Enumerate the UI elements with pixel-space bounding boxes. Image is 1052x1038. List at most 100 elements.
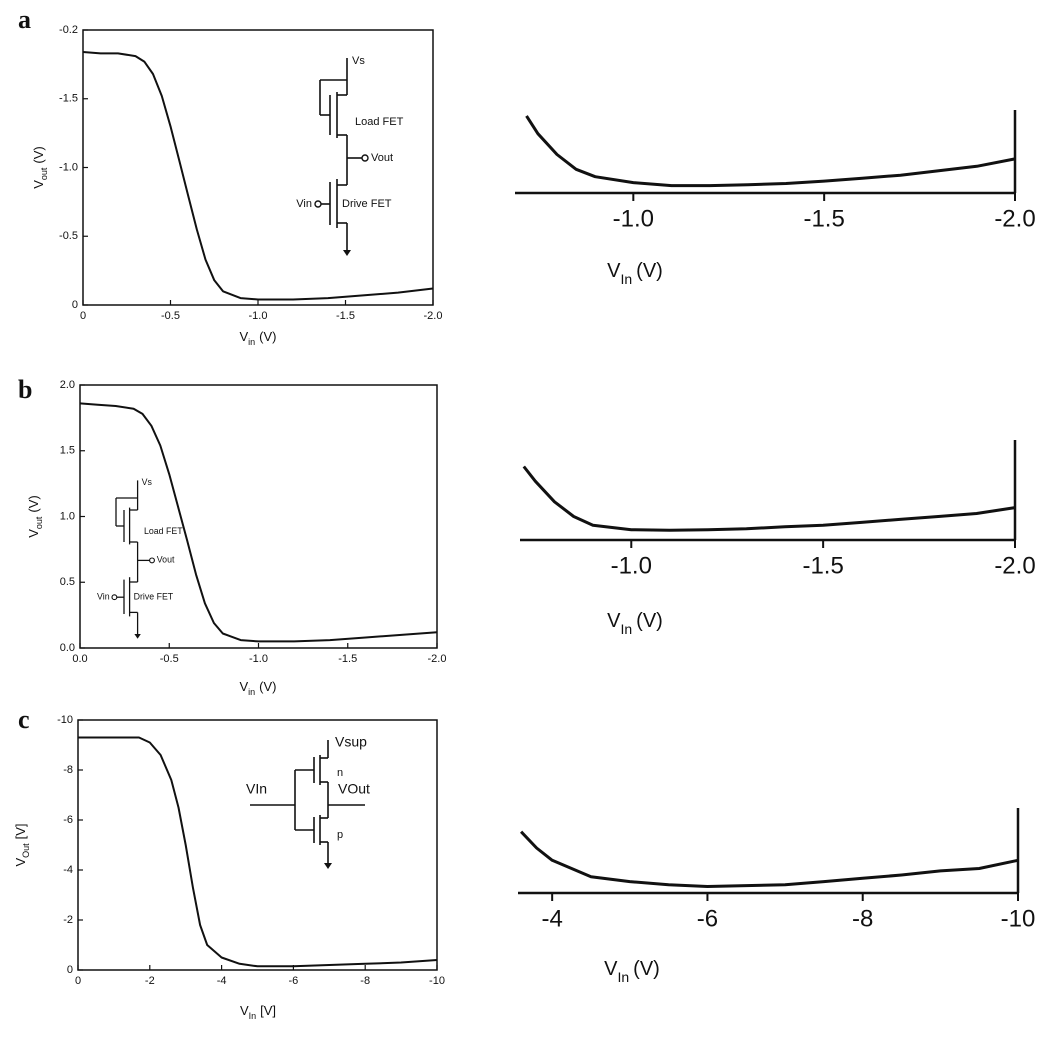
axis-label-unit: (V) xyxy=(259,679,276,694)
x-tick-label: -1.0 xyxy=(249,653,268,665)
inset-label: Vin xyxy=(97,592,110,602)
y-tick-label: 2.0 xyxy=(60,379,75,391)
data-line xyxy=(82,51,434,301)
x-tick-label: -4 xyxy=(217,975,227,987)
x-tick-label: 0 xyxy=(80,310,86,322)
panel-letter: b xyxy=(18,375,32,404)
y-tick-label: -6 xyxy=(63,814,73,826)
axis-label-subscript: In xyxy=(620,271,632,287)
inset-label: Load FET xyxy=(355,116,404,128)
axis-label-symbol: V xyxy=(31,180,46,189)
axis-label-unit: (V) xyxy=(26,495,41,512)
y-tick-label: -1.0 xyxy=(59,161,78,173)
inset-label: Vin xyxy=(296,198,312,210)
axis-label-unit: (V) xyxy=(31,146,46,163)
axis-label-symbol: V xyxy=(239,329,248,344)
x-tick-label: -1.0 xyxy=(611,552,652,579)
axis-label-subscript: in xyxy=(248,687,255,697)
axis-label-symbol: V xyxy=(607,260,621,282)
data-line xyxy=(520,830,1019,888)
axis-label: Vin (V) xyxy=(239,679,276,697)
y-tick-label: 0.5 xyxy=(60,576,75,588)
axis-label: VIn [V] xyxy=(240,1003,276,1021)
data-line xyxy=(78,736,438,968)
inset-label: VOut xyxy=(338,781,370,797)
axis-label-symbol: V xyxy=(607,610,621,632)
axis-label-unit: [V] xyxy=(260,1003,276,1018)
panel-letter: a xyxy=(18,5,31,34)
x-tick-label: 0.0 xyxy=(72,653,87,665)
axis-label-symbol: V xyxy=(13,858,28,867)
data-line xyxy=(522,465,1016,532)
axis-label: VIn (V) xyxy=(607,260,663,286)
plot-frame xyxy=(79,384,438,649)
axis-label: VIn (V) xyxy=(607,610,663,636)
x-tick-label: -10 xyxy=(429,975,445,987)
axis-label-unit: (V) xyxy=(636,610,663,632)
x-tick-label: -1.0 xyxy=(249,310,268,322)
y-tick-label: 1.5 xyxy=(60,445,75,457)
circuit-inset: Vs Load FET Vout Vin Drive FET xyxy=(97,477,183,639)
y-tick-label: 0 xyxy=(67,964,73,976)
inset-label: Drive FET xyxy=(134,592,174,602)
axis-label: Vout (V) xyxy=(31,146,49,189)
inset-label: p xyxy=(337,829,343,841)
axis-label-symbol: V xyxy=(240,1003,249,1018)
x-tick-label: -1.0 xyxy=(613,205,654,232)
y-tick-label: -0.5 xyxy=(59,230,78,242)
y-tick-label: -10 xyxy=(57,714,73,726)
data-line xyxy=(79,402,438,643)
x-tick-label: -1.5 xyxy=(803,205,844,232)
x-tick-label: -2.0 xyxy=(424,310,443,322)
y-tick-label: -0.2 xyxy=(59,24,78,36)
data-line xyxy=(525,115,1016,188)
axis-label: VIn (V) xyxy=(604,958,660,984)
inset-label: Vs xyxy=(142,477,153,487)
inset-label: Vout xyxy=(157,555,175,565)
axis-label-unit: [V] xyxy=(13,823,28,839)
y-tick-label: 1.0 xyxy=(60,510,75,522)
x-tick-label: -2.0 xyxy=(994,205,1035,232)
axis-label-unit: (V) xyxy=(633,958,660,980)
y-tick-label: -8 xyxy=(63,764,73,776)
inset-label: Drive FET xyxy=(342,198,392,210)
x-tick-label: -8 xyxy=(360,975,370,987)
axis-label-symbol: V xyxy=(604,958,618,980)
axis-label-subscript: in xyxy=(248,337,255,347)
axis-label-subscript: In xyxy=(617,969,629,985)
inset-label: Vs xyxy=(352,55,365,67)
axis-label-unit: (V) xyxy=(636,260,663,282)
x-tick-label: 0 xyxy=(75,975,81,987)
y-tick-label: 0 xyxy=(72,299,78,311)
inset-label: Vsup xyxy=(335,734,367,750)
circuit-inset: Vs Load FET Vout Vin Drive FET xyxy=(296,55,404,256)
y-tick-label: -4 xyxy=(63,864,73,876)
plot-frame xyxy=(77,719,438,971)
x-tick-label: -2 xyxy=(145,975,155,987)
axis-label-symbol: V xyxy=(26,529,41,538)
y-tick-label: -2 xyxy=(63,914,73,926)
x-tick-label: -2.0 xyxy=(994,552,1035,579)
inset-label: Vout xyxy=(371,152,393,164)
x-tick-label: -8 xyxy=(852,905,873,932)
axis-label: Vout (V) xyxy=(26,495,44,538)
axis-label-symbol: V xyxy=(239,679,248,694)
x-tick-label: -0.5 xyxy=(161,310,180,322)
x-tick-label: -6 xyxy=(289,975,299,987)
x-tick-label: -1.5 xyxy=(336,310,355,322)
axis-label: Vin (V) xyxy=(239,329,276,347)
panel-letter: c xyxy=(18,705,30,734)
inset-label: Load FET xyxy=(144,526,183,536)
axis-label-subscript: Out xyxy=(21,843,31,858)
axis-label-subscript: out xyxy=(39,167,49,180)
x-tick-label: -2.0 xyxy=(428,653,447,665)
y-tick-label: -1.5 xyxy=(59,93,78,105)
axis-label-unit: (V) xyxy=(259,329,276,344)
axis-label: VOut [V] xyxy=(13,823,31,866)
axis-label-subscript: out xyxy=(34,516,44,529)
inset-label: VIn xyxy=(246,781,267,797)
x-tick-label: -4 xyxy=(541,905,562,932)
axis-label-subscript: In xyxy=(620,621,632,637)
x-tick-label: -10 xyxy=(1001,905,1036,932)
x-tick-label: -1.5 xyxy=(338,653,357,665)
